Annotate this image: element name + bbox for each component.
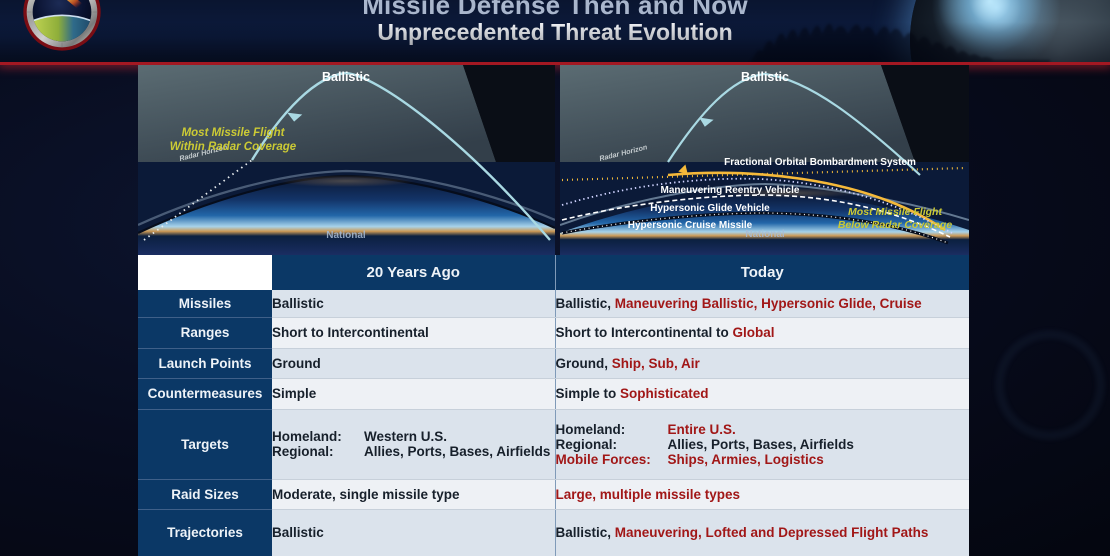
svg-text:Ballistic: Ballistic bbox=[322, 70, 370, 84]
svg-text:Hypersonic Cruise Missile: Hypersonic Cruise Missile bbox=[628, 220, 753, 231]
svg-text:Fractional Orbital Bombardment: Fractional Orbital Bombardment System bbox=[724, 157, 916, 168]
svg-text:Maneuvering Reentry Vehicle: Maneuvering Reentry Vehicle bbox=[661, 185, 800, 196]
svg-text:Most Missile Flight: Most Missile Flight bbox=[182, 127, 286, 139]
svg-text:Ballistic: Ballistic bbox=[741, 70, 789, 84]
svg-text:National: National bbox=[745, 229, 785, 240]
svg-text:National: National bbox=[326, 230, 366, 241]
svg-text:Within Radar Coverage: Within Radar Coverage bbox=[170, 141, 297, 153]
svg-text:Below Radar Coverage: Below Radar Coverage bbox=[838, 219, 953, 231]
svg-text:Most Missile Flight: Most Missile Flight bbox=[848, 206, 942, 218]
